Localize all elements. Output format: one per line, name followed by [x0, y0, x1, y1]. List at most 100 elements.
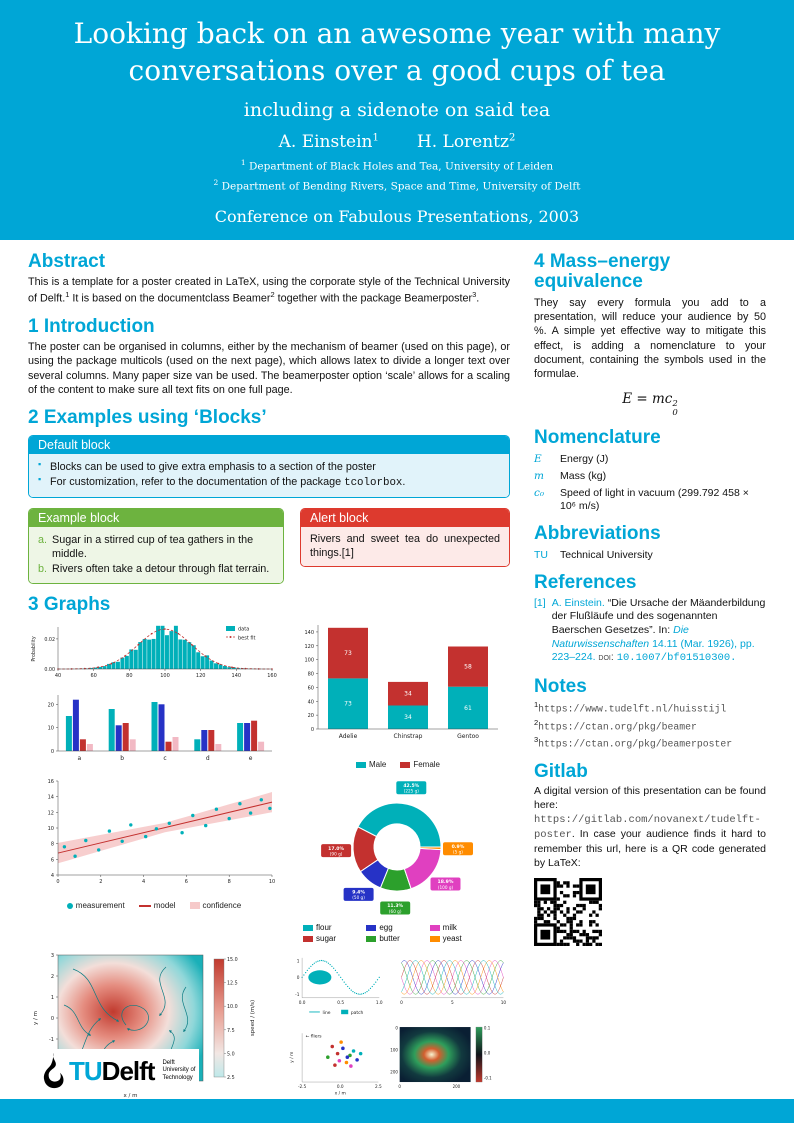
- note-1: 1https://www.tudelft.nl/huisstijl: [534, 700, 766, 715]
- equation-sub: 0: [672, 407, 678, 418]
- legend-female: Female: [400, 760, 440, 769]
- donut-chart: 42.5%(225 g) 17.0%(90 g) 9.4%(50 g) 11.3%(6…: [321, 781, 473, 915]
- reference-entry: [1] A. Einstein. “Die Ursache der Mäande…: [534, 597, 766, 666]
- equation-rhs: mc: [651, 391, 673, 408]
- svg-text:patch: patch: [351, 1010, 364, 1016]
- equation-lhs: E: [622, 391, 633, 408]
- svg-text:20: 20: [48, 703, 54, 709]
- reference-title: “Die Ursache der Mäanderbildung der Fluß…: [551, 596, 766, 636]
- graphs-grid: 40 60 80 100 120 140 160 0.00 0.02 Probability dat…: [28, 619, 510, 1099]
- poster-header: Looking back on an awesome year with man…: [0, 0, 794, 240]
- svg-text:18.9%: 18.9%: [438, 879, 454, 885]
- enum-text: Rivers often take a detour through flat …: [52, 562, 270, 575]
- svg-text:x / m: x / m: [335, 1091, 346, 1097]
- legend-label: yeast: [442, 934, 462, 944]
- svg-text:1: 1: [297, 959, 300, 965]
- note-mark: 3: [534, 735, 539, 745]
- svg-text:0: 0: [51, 1016, 54, 1022]
- svg-text:0: 0: [56, 879, 59, 885]
- symbol-E-desc: Energy (J): [560, 452, 609, 465]
- alert-block-title: Alert block: [301, 508, 509, 527]
- default-block-item-1: Blocks can be used to give extra emphasi…: [38, 459, 500, 474]
- svg-text:73: 73: [344, 701, 352, 708]
- conference-line: Conference on Fabulous Presentations, 20…: [214, 206, 580, 226]
- svg-text:Chinstrap: Chinstrap: [394, 733, 423, 740]
- poster-body: Abstract This is a template for a poster…: [0, 240, 794, 1099]
- alert-block-text: Rivers and sweet tea do unexpected thing…: [301, 526, 509, 566]
- svg-text:3: 3: [51, 953, 54, 959]
- doi-link[interactable]: 10.1007/bf01510300.: [616, 652, 737, 665]
- legend-male: Male: [355, 760, 387, 770]
- note-mark: 1: [534, 700, 539, 710]
- svg-text:4: 4: [142, 879, 145, 885]
- svg-text:e: e: [249, 755, 253, 762]
- svg-text:4: 4: [51, 873, 54, 879]
- svg-text:60: 60: [308, 686, 314, 692]
- right-column: 4 Mass–energy equivalence They say every…: [534, 251, 766, 1099]
- default-block: Default block Blocks can be used to give…: [28, 434, 510, 498]
- logo-subtext: Delft University of Technology: [162, 1060, 195, 1082]
- svg-text:73: 73: [344, 650, 352, 657]
- note-3: 3https://ctan.org/pkg/beamerposter: [534, 735, 766, 750]
- abstract-heading: Abstract: [28, 250, 106, 272]
- note-2: 2https://ctan.org/pkg/beamer: [534, 718, 766, 733]
- svg-text:100: 100: [160, 673, 170, 679]
- milk-swatch: [429, 924, 440, 931]
- legend-label: Male: [368, 760, 387, 770]
- svg-text:1: 1: [51, 995, 54, 1001]
- notes-list: 1https://www.tudelft.nl/huisstijl 2https…: [534, 700, 766, 750]
- svg-text:15.0: 15.0: [227, 957, 238, 963]
- author-list: A. Einstein1 H. Lorentz2: [30, 132, 764, 152]
- note-link-3[interactable]: https://ctan.org/pkg/beamerposter: [538, 738, 733, 750]
- svg-text:9.4%: 9.4%: [352, 890, 365, 896]
- equation-relation: =: [636, 391, 648, 408]
- donut-cell: 42.5% (225 g) 17.0% (90 g) 9.4% (50 g) 11.3% (6…: [286, 775, 510, 943]
- note-link-2[interactable]: https://ctan.org/pkg/beamer: [538, 721, 697, 733]
- svg-text:Probability: Probability: [31, 636, 37, 662]
- note-link-1[interactable]: https://www.tudelft.nl/huisstijl: [538, 703, 727, 715]
- confidence-swatch: [189, 902, 200, 910]
- author-lorentz: H. Lorentz2: [417, 132, 515, 152]
- logo-tu: TU: [69, 1055, 103, 1086]
- gitlab-text: A digital version of this presentation c…: [534, 785, 766, 870]
- legend-label: confidence: [202, 901, 242, 911]
- legend-label: measurement: [75, 901, 125, 911]
- svg-text:5: 5: [451, 1000, 454, 1006]
- svg-text:8: 8: [51, 842, 54, 848]
- svg-text:12.5: 12.5: [227, 981, 238, 987]
- regression-legend: measurement model confidence: [28, 901, 280, 910]
- doi-label: doi:: [598, 651, 614, 664]
- author-affil-mark: 1: [372, 132, 379, 144]
- gitlab-p1: A digital version of this presentation c…: [534, 785, 766, 812]
- penguin-chart-legend: Male Female: [286, 760, 510, 769]
- svg-text:a: a: [78, 755, 82, 762]
- gitlab-link[interactable]: https://gitlab.com/novanext/tudelft-post…: [534, 814, 761, 841]
- svg-text:-1: -1: [49, 1037, 54, 1043]
- legend-measurement: measurement: [66, 901, 125, 911]
- svg-text:160: 160: [267, 673, 277, 679]
- abstract-text: This is a template for a poster created …: [28, 275, 510, 305]
- svg-text:6: 6: [51, 858, 54, 864]
- reference-volume: 14.11 (Mar. 1926), pp. 223–224.: [551, 637, 755, 664]
- histogram-and-bars-cell: 40 60 80 100 120 140 160 0.00 0.02 Probability dat…: [28, 619, 280, 769]
- reference-label: [1]: [534, 596, 546, 609]
- legend-label: sugar: [316, 934, 337, 944]
- latex-word: LaTeX: [548, 856, 578, 869]
- abstract-p4: .: [476, 292, 480, 305]
- references-heading: References: [534, 572, 637, 594]
- abbr-tu: TU: [534, 548, 548, 561]
- svg-text:line: line: [323, 1010, 331, 1016]
- svg-text:data: data: [238, 627, 249, 633]
- example-block-title: Example block: [29, 508, 283, 527]
- logo-subtext-line: University of: [162, 1067, 196, 1074]
- symbol-m: m: [534, 470, 544, 483]
- svg-text:0.0: 0.0: [337, 1084, 344, 1090]
- svg-text:0.9%: 0.9%: [452, 844, 465, 850]
- examples-heading: 2 Examples using ‘Blocks’: [28, 407, 267, 429]
- female-swatch: [400, 761, 411, 768]
- svg-text:0: 0: [400, 1000, 403, 1006]
- legend-butter: butter: [366, 934, 429, 943]
- enum-text: Sugar in a stirred cup of tea gathers in…: [52, 533, 254, 560]
- affil-text: Department of Bending Rivers, Space and …: [221, 180, 581, 193]
- legend-egg: egg: [366, 923, 429, 932]
